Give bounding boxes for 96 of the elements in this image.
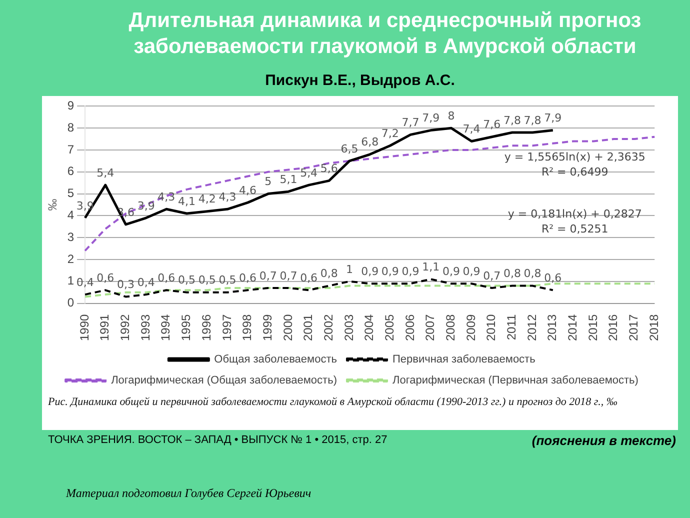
y-tick-label: 6 (67, 164, 74, 178)
x-tick-label: 2003 (342, 314, 356, 342)
data-label: 0,8 (503, 267, 521, 280)
data-label: 5 (264, 175, 272, 188)
y-axis-title: ‰ (46, 198, 60, 211)
legend-label: Первичная заболеваемость (392, 354, 536, 366)
data-label: 0,6 (239, 272, 257, 285)
x-tick-label: 2004 (362, 314, 376, 342)
x-tick-label: 2001 (301, 314, 316, 342)
x-tick-label: 2015 (586, 314, 600, 342)
data-label: 0,6 (96, 272, 114, 285)
data-label: 4,6 (239, 184, 257, 197)
data-label: 0,4 (137, 276, 155, 289)
data-label: 6,8 (361, 136, 379, 149)
x-tick-label: 2014 (566, 314, 580, 342)
x-tick-label: 1993 (138, 314, 152, 342)
data-label: 7,9 (422, 112, 440, 125)
data-label: 4,3 (218, 190, 236, 204)
data-label: 0,9 (442, 264, 460, 278)
y-tick-label: 4 (67, 208, 74, 222)
legend-label: Логарифмическая (Первичная заболеваемость) (392, 374, 638, 387)
data-label: 0,6 (158, 272, 176, 285)
annotation: y = 1,5565ln(x) + 2,3635 R² = 0,6499 (504, 150, 646, 178)
y-tick-label: 8 (67, 120, 74, 134)
data-label: 4,2 (198, 192, 216, 206)
y-tick-label: 0 (67, 296, 74, 310)
data-label: 7,9 (544, 112, 562, 125)
annotation: y = 0,181ln(x) + 0,2827 R² = 0,5251 (508, 207, 642, 236)
x-tick-label: 1994 (158, 314, 173, 342)
x-tick-label: 2017 (626, 314, 641, 342)
legend-label: Общая заболеваемость (214, 354, 338, 366)
x-tick-label: 2010 (484, 314, 498, 342)
x-tick-label: 1992 (118, 314, 132, 342)
x-tick-label: 1995 (179, 314, 194, 342)
chart-subtitle: Пискун В.Е., Выдров А.С. (264, 72, 456, 89)
data-label: 4,1 (178, 194, 196, 208)
text: Материал подготовил Голубев Сергей Юрьевич (66, 486, 312, 501)
data-label: 1 (346, 262, 353, 276)
text: ТОЧКА ЗРЕНИЯ. ВОСТОК – ЗАПАД • ВЫПУСК № 1 • 2015, стр. 27 (48, 434, 388, 446)
x-tick-label: 2011 (504, 314, 519, 340)
data-label: 6,5 (340, 142, 358, 156)
data-label: 0,7 (259, 269, 277, 282)
data-label: 0,9 (361, 264, 379, 278)
data-label: 5,4 (300, 166, 318, 180)
data-label: 1,1 (422, 260, 440, 274)
y-tick-label: 2 (67, 252, 74, 266)
x-tick-label: 2008 (444, 314, 458, 342)
x-tick-label: 2016 (606, 314, 620, 342)
data-label: 0,5 (178, 274, 196, 287)
y-tick-label: 1 (67, 274, 74, 288)
data-label: 7,2 (381, 126, 399, 140)
data-label: 7,8 (524, 114, 542, 127)
data-label: 7,7 (402, 116, 420, 130)
x-tick-label: 1996 (199, 314, 214, 342)
y-tick-label: 9 (67, 98, 74, 113)
x-tick-label: 2005 (382, 314, 396, 342)
data-label: 7,4 (462, 122, 480, 136)
data-label: 0,5 (218, 274, 236, 287)
data-label: 0,3 (117, 278, 135, 292)
data-label: 5,6 (320, 162, 338, 176)
data-label: 0,8 (320, 267, 338, 280)
x-tick-label: 2002 (321, 314, 336, 342)
data-label: 7,6 (483, 118, 501, 132)
x-tick-label: 2006 (402, 314, 417, 342)
x-tick-label: 2009 (464, 314, 478, 342)
y-tick-label: 7 (67, 142, 74, 156)
data-label: 5,4 (96, 166, 114, 180)
legend-label: Логарифмическая (Общая заболеваемость) (111, 374, 337, 387)
x-tick-label: 1991 (98, 314, 112, 342)
data-label: 0,7 (483, 269, 501, 282)
data-label: 0,7 (280, 269, 298, 282)
x-tick-label: 2018 (646, 314, 661, 342)
x-tick-label: 1998 (240, 314, 254, 342)
x-tick-label: 2007 (423, 314, 438, 342)
x-tick-label: 2012 (524, 314, 539, 342)
y-tick-label: 5 (67, 186, 74, 200)
x-tick-label: 2013 (545, 314, 560, 342)
data-label: 0,5 (198, 274, 216, 287)
data-label: 0,6 (544, 272, 562, 285)
x-tick-label: 1990 (77, 314, 92, 342)
data-label: 0,4 (76, 276, 94, 289)
text: (пояснения в тексте) (532, 433, 676, 448)
data-label: 0,8 (524, 267, 542, 280)
data-label: 0,9 (402, 264, 420, 278)
y-tick-label: 3 (67, 230, 74, 244)
data-label: 8 (448, 109, 455, 122)
text: Рис. Динамика общей и первичной заболеваемости глаукомой в Амурской области (1990-2013 гг.) и прогноз до 2018 г., ‰ (47, 396, 618, 408)
data-label: 0,9 (462, 264, 480, 278)
data-label: 5,1 (280, 172, 298, 186)
data-label: 7,8 (503, 114, 521, 127)
x-tick-label: 1999 (260, 314, 274, 342)
x-tick-label: 1997 (220, 314, 234, 342)
x-tick-label: 2000 (280, 314, 295, 342)
data-label: 0,6 (300, 272, 318, 285)
data-label: 0,9 (381, 264, 399, 278)
chart-title: Длительная динамика и среднесрочный прогноз заболеваемости глаукомой в Амурской области (128, 8, 642, 60)
